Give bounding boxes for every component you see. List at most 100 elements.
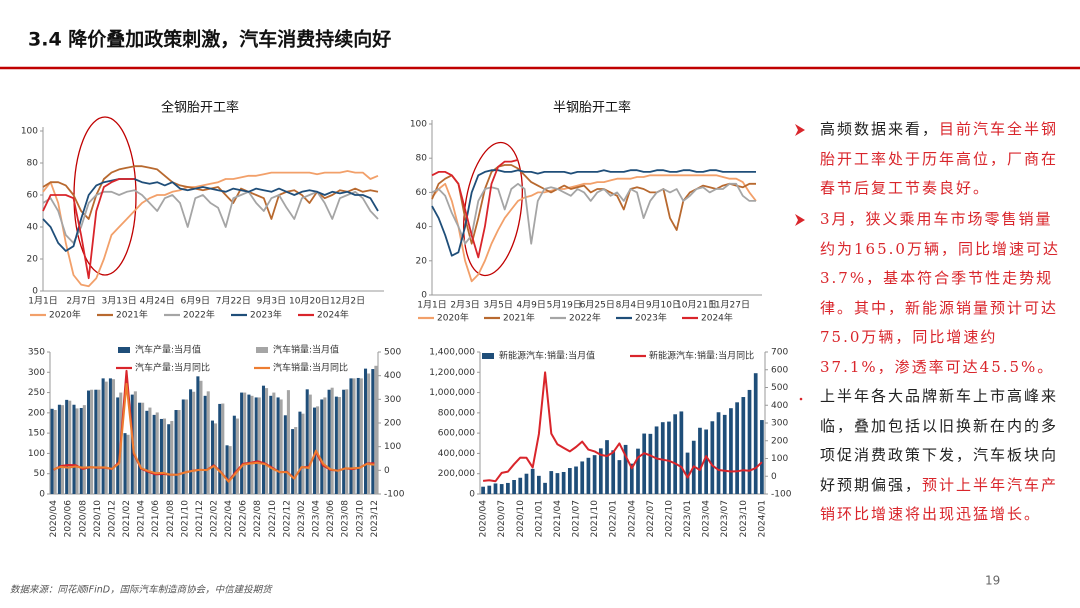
y2-tick-label: 200 — [771, 436, 788, 446]
bar — [334, 396, 338, 494]
x-tick-label: 2022/02 — [210, 500, 220, 537]
bar — [189, 389, 193, 494]
y-tick-label: 100 — [410, 120, 427, 130]
y2-tick-label: 300 — [384, 395, 401, 405]
bar — [225, 445, 229, 494]
bar — [60, 405, 64, 494]
y-tick-label: 1,200,000 — [429, 368, 475, 378]
source-note: 数据来源：同花顺iFinD，国际汽车制造商协会，中信建投期货 — [10, 584, 273, 596]
x-tick-label: 2021/10 — [590, 500, 600, 538]
x-tick-label: 2022/01 — [609, 500, 619, 537]
chart-title: 全钢胎开工率 — [161, 100, 239, 116]
bar — [298, 411, 302, 494]
y-tick-label: 350 — [28, 348, 45, 358]
bullet-marker — [799, 397, 803, 401]
series-line — [431, 174, 757, 283]
bullet-marker — [795, 214, 805, 226]
text-run: 高频数据来看， — [820, 120, 940, 138]
bar — [673, 414, 678, 494]
bar — [167, 424, 171, 494]
bar — [499, 484, 504, 494]
y2-tick-label: -100 — [771, 490, 792, 500]
bar — [232, 415, 236, 494]
y2-tick-label: 400 — [771, 401, 788, 411]
text-run: 预计上半年汽车产销环比增速将出现迅猛增长。 — [820, 475, 1059, 524]
legend-label: 2024年 — [701, 312, 733, 324]
bar — [623, 444, 628, 494]
bar — [170, 420, 174, 494]
legend-label: 汽车产量:当月同比 — [135, 362, 210, 374]
x-tick-label: 2021/01 — [534, 500, 544, 537]
bar — [524, 473, 529, 494]
bar — [181, 399, 185, 494]
bar — [133, 391, 137, 494]
bar — [611, 450, 616, 494]
bar — [247, 394, 251, 494]
series-line — [42, 189, 379, 244]
series-line — [431, 182, 756, 245]
bar — [250, 395, 254, 494]
bar — [320, 399, 324, 494]
x-tick-label: 2021/06 — [151, 500, 161, 538]
y-tick-label: 0 — [39, 490, 45, 500]
bar — [316, 406, 320, 494]
x-tick-label: 2020/04 — [49, 500, 59, 538]
bar — [192, 391, 196, 494]
series-line — [53, 382, 375, 483]
x-tick-label: 2021/04 — [137, 500, 147, 538]
highlight-ellipse — [463, 141, 523, 277]
bar — [323, 397, 327, 494]
x-tick-label: 2月7日 — [66, 296, 95, 307]
y-tick-label: 100 — [28, 449, 45, 459]
bar — [735, 402, 739, 494]
bar — [177, 410, 181, 494]
bar — [145, 410, 149, 494]
x-tick-label: 2022/08 — [253, 500, 263, 538]
x-tick-label: 6月25日 — [580, 300, 615, 311]
bar — [257, 397, 261, 494]
bar — [184, 399, 188, 494]
bar — [660, 422, 665, 494]
bar — [294, 427, 298, 494]
bar — [543, 482, 547, 494]
x-tick-label: 2023/04 — [312, 500, 322, 538]
bar — [327, 389, 331, 494]
x-tick-label: 2023/08 — [341, 500, 351, 538]
bar — [598, 448, 603, 494]
bullet-marker — [795, 124, 805, 136]
x-tick-label: 2022/12 — [282, 500, 292, 537]
bar — [57, 404, 61, 494]
bar — [747, 389, 752, 494]
legend-label: 2022年 — [569, 312, 601, 324]
bar — [265, 388, 269, 494]
series-line — [431, 169, 756, 257]
legend-label: 2021年 — [116, 309, 148, 321]
bar — [549, 471, 554, 494]
x-tick-label: 2020/12 — [107, 500, 117, 537]
bar — [352, 378, 356, 494]
legend-label: 汽车销量:当月同比 — [273, 362, 348, 374]
x-tick-label: 2021/04 — [553, 500, 563, 538]
text-run: 上半年各大品牌新车上市高峰来临，叠加包括以旧换新在内的多项促消费政策下发，汽车板… — [820, 387, 1059, 494]
x-tick-label: 2021/08 — [166, 500, 176, 538]
bar — [272, 392, 276, 494]
y-tick-label: 200,000 — [438, 469, 475, 479]
bar — [53, 410, 57, 494]
x-tick-label: 2022/07 — [646, 500, 656, 537]
bar — [716, 412, 721, 494]
bar — [493, 483, 498, 494]
bar — [753, 373, 758, 494]
x-tick-label: 2020/04 — [479, 500, 489, 538]
y2-tick-label: 200 — [384, 419, 401, 429]
y-tick-label: 1,000,000 — [429, 388, 475, 398]
x-tick-label: 2022/06 — [239, 500, 249, 538]
bar — [123, 433, 127, 494]
bar — [679, 411, 684, 494]
bar — [636, 448, 640, 494]
legend-label: 2020年 — [437, 312, 469, 324]
bar — [349, 378, 353, 494]
y-tick-label: 600,000 — [438, 429, 475, 439]
bar — [512, 480, 516, 494]
bar — [345, 389, 349, 494]
x-tick-label: 2023/06 — [326, 500, 336, 538]
